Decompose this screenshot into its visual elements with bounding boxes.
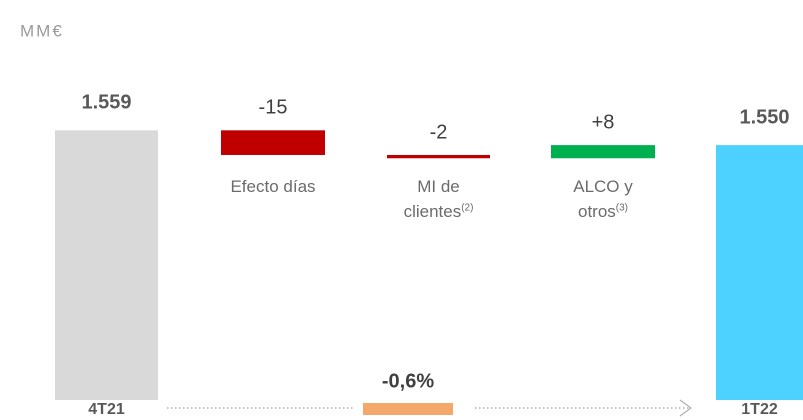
bar	[716, 145, 803, 400]
footnote-ref: (2)	[461, 202, 474, 214]
category-label: Efecto días	[227, 174, 319, 199]
category-text: MI de clientes	[403, 177, 462, 221]
change-label: -0,6%	[382, 370, 434, 392]
category-label: ALCO y otros(3)	[557, 174, 649, 224]
unit-label: MM€	[20, 21, 64, 40]
bar	[55, 130, 158, 401]
bar	[551, 145, 655, 159]
change-marker	[363, 403, 453, 415]
arrow-head	[679, 399, 693, 417]
value-label: 1.550	[739, 106, 789, 128]
value-label: +8	[592, 111, 615, 133]
bar	[221, 130, 325, 155]
category-text: Efecto días	[230, 177, 316, 196]
category-label: 1T22	[741, 401, 778, 418]
category-text: ALCO y otros	[573, 177, 633, 221]
value-label: -2	[430, 121, 448, 143]
value-label: 1.559	[81, 92, 131, 114]
bar	[387, 154, 490, 159]
category-label: MI de clientes(2)	[393, 174, 485, 224]
value-label: -15	[259, 97, 288, 119]
footnote-ref: (3)	[615, 202, 629, 214]
category-label: 4T21	[88, 401, 125, 418]
